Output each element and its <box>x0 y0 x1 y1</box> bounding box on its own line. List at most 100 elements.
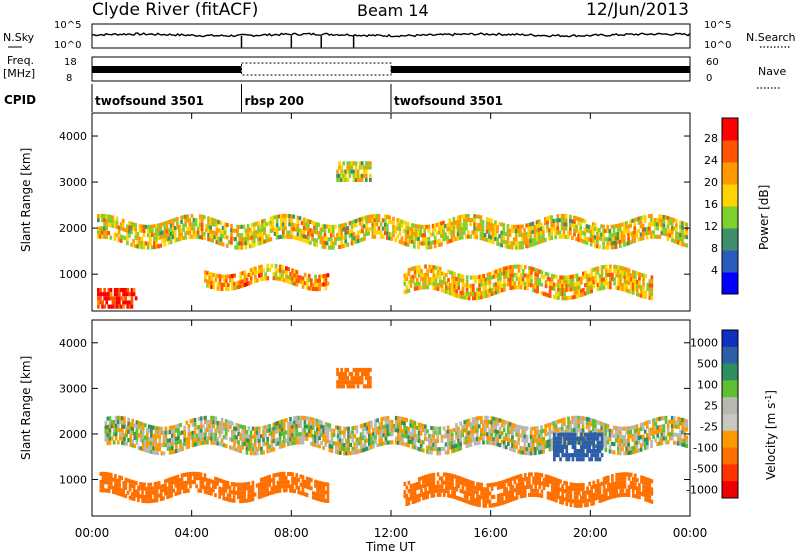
heatmap-cell <box>162 451 166 456</box>
heatmap-cell <box>278 424 282 429</box>
heatmap-cell <box>536 472 539 477</box>
heatmap-cell <box>469 500 473 505</box>
heatmap-cell <box>171 222 175 227</box>
heatmap-cell <box>345 443 348 448</box>
heatmap-cell <box>235 423 238 428</box>
heatmap-cell <box>403 290 407 295</box>
heatmap-cell <box>222 274 226 279</box>
heatmap-cell <box>415 486 419 491</box>
heatmap-cell <box>247 481 251 486</box>
heatmap-cell <box>213 231 217 236</box>
heatmap-cell <box>563 417 566 422</box>
heatmap-cell <box>238 224 242 229</box>
heatmap-cell <box>415 286 419 291</box>
heatmap-cell <box>223 234 227 239</box>
heatmap-cell <box>582 271 585 276</box>
heatmap-cell <box>293 432 296 437</box>
heatmap-cell <box>440 242 443 247</box>
heatmap-cell <box>361 435 365 440</box>
heatmap-cell <box>257 490 261 495</box>
heatmap-cell <box>423 224 427 229</box>
heatmap-cell <box>187 480 190 485</box>
heatmap-cell <box>342 223 345 228</box>
heatmap-cell <box>269 220 273 225</box>
heatmap-cell <box>342 372 345 377</box>
heatmap-cell <box>336 425 340 430</box>
heatmap-cell <box>257 486 261 491</box>
heatmap-cell <box>512 229 516 234</box>
heatmap-cell <box>278 476 282 481</box>
heatmap-cell <box>639 435 643 440</box>
heatmap-cell <box>179 439 182 444</box>
heatmap-cell <box>557 436 560 441</box>
heatmap-cell <box>134 231 138 236</box>
heatmap-cell <box>445 273 448 278</box>
heatmap-cell <box>155 228 158 233</box>
heatmap-cell <box>506 228 510 233</box>
heatmap-cell <box>224 274 228 279</box>
heatmap-cell <box>180 485 184 490</box>
heatmap-cell <box>492 429 496 434</box>
heatmap-cell <box>307 219 310 224</box>
heatmap-cell <box>370 445 373 450</box>
heatmap-cell <box>499 288 502 293</box>
heatmap-cell <box>681 422 684 427</box>
heatmap-cell <box>577 424 581 429</box>
heatmap-cell <box>621 484 625 489</box>
heatmap-cell <box>135 428 139 433</box>
heatmap-cell <box>401 421 404 426</box>
heatmap-cell <box>361 229 364 234</box>
heatmap-cell <box>679 437 682 442</box>
heatmap-cell <box>553 444 556 449</box>
heatmap-cell <box>590 276 593 281</box>
heatmap-cell <box>609 482 612 487</box>
heatmap-cell <box>679 417 682 422</box>
heatmap-cell <box>434 265 438 270</box>
heatmap-cell <box>627 237 630 242</box>
heatmap-cell <box>114 478 117 483</box>
heatmap-cell <box>525 426 529 431</box>
heatmap-cell <box>197 476 201 481</box>
heatmap-cell <box>598 440 602 445</box>
velocity-heatmap-cells <box>99 367 689 508</box>
heatmap-cell <box>146 432 149 437</box>
heatmap-cell <box>398 218 402 223</box>
heatmap-cell <box>210 272 214 277</box>
heatmap-cell <box>586 432 589 437</box>
heatmap-cell <box>206 419 209 424</box>
heatmap-cell <box>325 224 329 229</box>
heatmap-cell <box>546 228 549 233</box>
heatmap-cell <box>322 282 326 287</box>
heatmap-cell <box>618 243 622 248</box>
heatmap-cell <box>172 449 176 454</box>
heatmap-cell <box>413 420 417 425</box>
heatmap-cell <box>276 484 280 489</box>
heatmap-cell <box>575 286 579 291</box>
heatmap-cell <box>675 227 678 232</box>
heatmap-cell <box>190 213 194 218</box>
heatmap-cell <box>602 241 605 246</box>
heatmap-cell <box>534 284 537 289</box>
heatmap-cell <box>286 213 289 218</box>
heatmap-cell <box>596 487 600 492</box>
heatmap-cell <box>602 426 606 431</box>
heatmap-cell <box>567 275 571 280</box>
heatmap-cell <box>314 483 317 488</box>
heatmap-cell <box>426 478 429 483</box>
heatmap-cell <box>666 228 670 233</box>
heatmap-cell <box>394 440 398 445</box>
heatmap-cell <box>125 441 128 446</box>
heatmap-cell <box>550 421 554 426</box>
heatmap-cell <box>550 430 554 435</box>
heatmap-cell <box>318 274 321 279</box>
freq-right-label: Nave <box>758 65 786 78</box>
heatmap-cell <box>636 279 639 284</box>
heatmap-cell <box>553 493 556 498</box>
heatmap-cell <box>415 446 419 451</box>
heatmap-cell <box>658 441 662 446</box>
heatmap-cell <box>223 226 227 231</box>
heatmap-cell <box>563 292 566 297</box>
heatmap-cell <box>293 281 297 286</box>
heatmap-cell <box>484 499 488 504</box>
heatmap-cell <box>523 281 527 286</box>
